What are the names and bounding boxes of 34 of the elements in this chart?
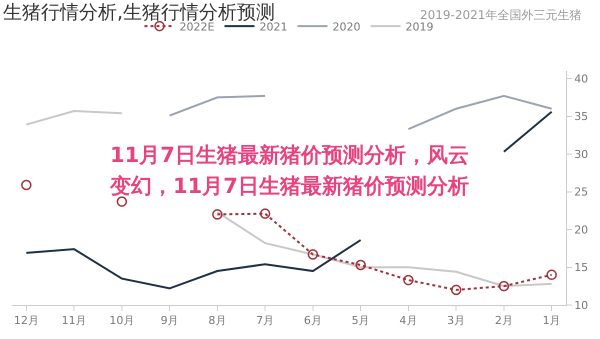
point (308, 249, 318, 260)
y-tick-label: 25 (574, 186, 588, 199)
point (21, 180, 32, 190)
point (116, 196, 128, 207)
chart-subtitle: 2019-2021年全国外三元生猪 (420, 8, 582, 22)
x-tick-label: 4月 (399, 314, 418, 328)
y-tick-label: 20 (574, 223, 588, 236)
point (546, 270, 557, 280)
point (212, 209, 223, 220)
x-tick-label: 8月 (208, 314, 226, 328)
x-tick-label: 6月 (304, 314, 322, 328)
x-tick-label: 11月 (62, 314, 87, 328)
annotation: 变幻，11月7日生猪最新猪价预测分析 (109, 174, 469, 198)
x-tick-label: 9月 (160, 314, 179, 328)
x-tick-label: 7月 (256, 314, 274, 328)
x-tick-label: 5月 (352, 314, 370, 328)
annotation: 11月7日生猪最新猪价预测分析，风云 (110, 143, 469, 167)
x-tick-label: 10月 (109, 314, 134, 328)
y-tick-label: 30 (574, 148, 588, 161)
x-tick-label: 3月 (447, 314, 466, 328)
legend-label: 2020 (332, 20, 360, 34)
y-tick-label: 35 (574, 110, 588, 124)
point (355, 260, 366, 270)
point (498, 280, 510, 292)
x-tick-label: 1月 (542, 314, 561, 328)
y-tick-label: 15 (574, 261, 588, 274)
point (403, 274, 414, 286)
y-tick-label: 10 (574, 298, 588, 312)
point (260, 208, 270, 219)
x-tick-label: 2月 (494, 314, 513, 328)
point (450, 284, 462, 296)
x-tick-label: 12月 (14, 314, 39, 328)
legend-label: 2019 (405, 20, 434, 34)
y-tick-label: 40 (574, 72, 588, 86)
